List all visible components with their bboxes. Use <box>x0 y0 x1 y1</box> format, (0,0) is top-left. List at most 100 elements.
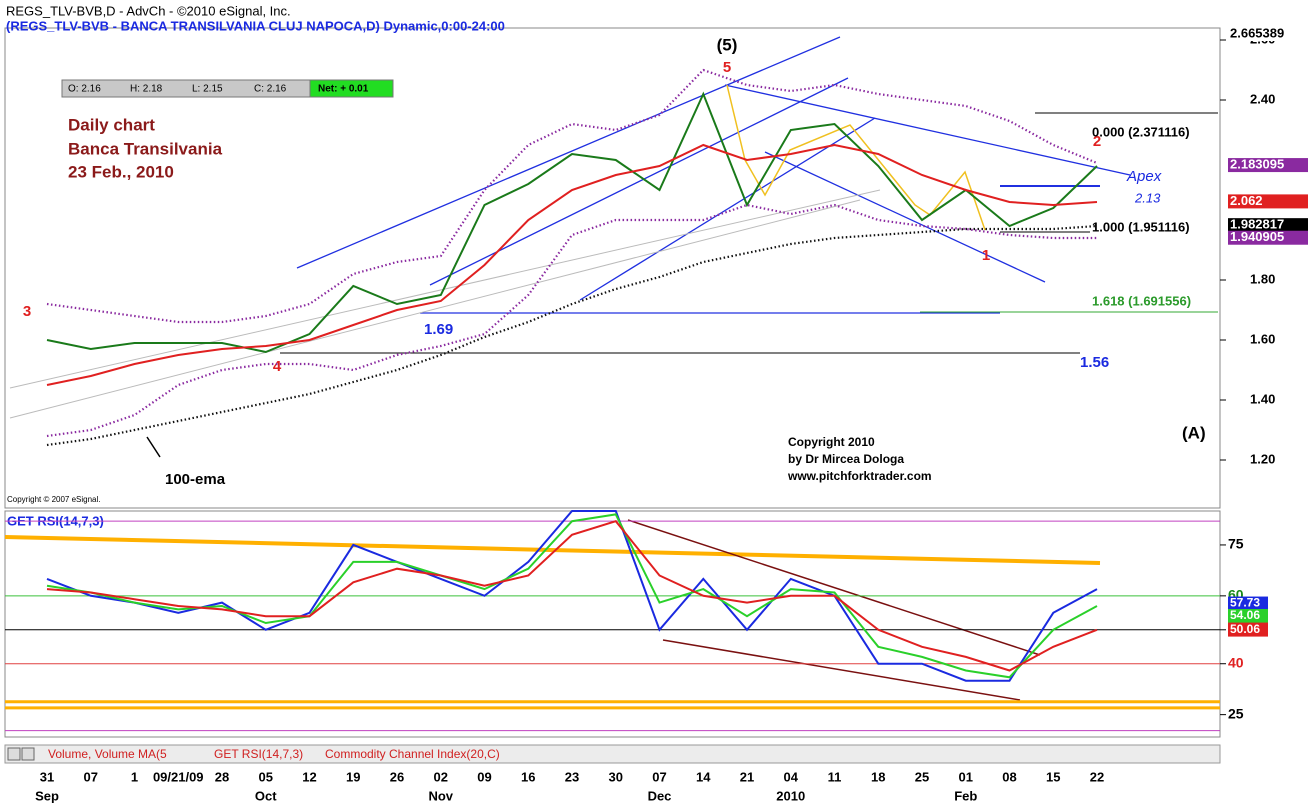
value-tag <box>1228 596 1268 611</box>
value-tag <box>1228 622 1268 637</box>
quote-low: L: 2.15 <box>192 84 223 95</box>
series-line <box>46 520 1098 672</box>
series-line <box>46 91 1098 354</box>
value-tag <box>1228 27 1308 41</box>
price-pane <box>4 27 1221 509</box>
x-tick-label: 19 <box>346 769 360 784</box>
value-tag-label: 1.982817 <box>1230 217 1284 232</box>
series-line <box>46 224 1098 447</box>
x-tick-label: 28 <box>215 769 229 784</box>
header-subtitle: (REGS_TLV-BVB - BANCA TRANSILVANIA CLUJ … <box>6 18 505 33</box>
value-tag <box>1228 218 1308 233</box>
x-tick-label: 21 <box>740 769 754 784</box>
x-tick-label: 02 <box>434 769 448 784</box>
y-tick-label: 1.80 <box>1250 271 1275 286</box>
series-line <box>46 143 1098 386</box>
tab[interactable]: Volume, Volume MA(5 <box>48 747 167 761</box>
x-tick-label: 30 <box>609 769 623 784</box>
rsi-trend <box>627 519 1041 656</box>
wave-label: (5) <box>717 35 738 54</box>
trend-line <box>9 199 861 419</box>
series-line <box>46 513 1098 679</box>
x-tick-label: 14 <box>696 769 711 784</box>
tab[interactable]: GET RSI(14,7,3) <box>214 747 303 761</box>
x-tick-label: 25 <box>915 769 929 784</box>
month-label: Feb <box>954 788 977 803</box>
wave-labels: 5 3 4 2 1 <box>23 59 1101 375</box>
y-tick-label: 75 <box>1228 536 1244 552</box>
wave-label: 3 <box>23 303 31 320</box>
x-tick-label: 16 <box>521 769 535 784</box>
net-box <box>309 79 394 98</box>
notes: Daily chart Banca Transilvania 23 Feb., … <box>68 115 223 181</box>
x-tick-label: 11 <box>828 769 842 784</box>
month-label: Nov <box>428 788 453 803</box>
x-tick-label: 05 <box>259 769 273 784</box>
value-tag <box>1228 609 1268 624</box>
x-tick-label: 09/21/09 <box>153 769 204 784</box>
x-tick-label: 31 <box>40 769 54 784</box>
apex-label: Apex <box>1126 168 1162 185</box>
x-tick-label: 23 <box>565 769 579 784</box>
x-tick-label: 12 <box>302 769 316 784</box>
x-tick-label: 07 <box>652 769 666 784</box>
tab[interactable]: Commodity Channel Index(20,C) <box>325 747 500 761</box>
note: Daily chart <box>68 115 155 134</box>
value-tag <box>1228 158 1308 173</box>
header-title: REGS_TLV-BVB,D - AdvCh - ©2010 eSignal, … <box>6 3 291 18</box>
ema-arrow <box>146 436 161 458</box>
quote-open: O: 2.16 <box>68 84 101 95</box>
channel-line <box>579 117 876 301</box>
y-tick-label: 1.60 <box>1250 331 1275 346</box>
y-tick-label: 25 <box>1228 705 1244 721</box>
x-tick-label: 01 <box>959 769 973 784</box>
wave-label: 1 <box>982 247 990 264</box>
quote-close: C: 2.16 <box>254 84 287 95</box>
channel-line <box>764 151 1046 283</box>
note: 23 Feb., 2010 <box>68 162 174 181</box>
series-line <box>46 68 1098 324</box>
fib-label: 0.000 (2.371116) <box>1092 124 1190 139</box>
y-tick-label: 40 <box>1228 654 1244 670</box>
wave-label: 5 <box>723 59 731 76</box>
x-tick-label: 18 <box>871 769 885 784</box>
scroll-left[interactable] <box>7 747 21 761</box>
y-tick-label: 2.40 <box>1250 91 1275 106</box>
month-label: 2010 <box>776 788 805 803</box>
quote-net: Net: + 0.01 <box>318 84 369 95</box>
scroll-right[interactable] <box>21 747 35 761</box>
rsi-trend <box>662 639 1021 701</box>
trend-lines <box>9 189 881 419</box>
x-tick-label: 07 <box>84 769 98 784</box>
value-tag <box>1228 194 1308 209</box>
value-tag-label: 2.183095 <box>1230 157 1284 172</box>
y-tick-label: 1.20 <box>1250 451 1275 466</box>
copyright: Copyright 2010 <box>788 435 875 449</box>
rsi-trend <box>4 535 1101 565</box>
fib-label: 1.000 (1.951116) <box>1092 219 1190 234</box>
y-tick-label: 1.40 <box>1250 391 1275 406</box>
wave-label: 2 <box>1093 133 1101 150</box>
level-label: 1.56 <box>1080 354 1109 371</box>
quote-high: H: 2.18 <box>130 84 163 95</box>
x-tick-label: 26 <box>390 769 404 784</box>
value-tag-label: 2.665389 <box>1230 25 1284 40</box>
month-label: Oct <box>255 788 277 803</box>
value-tag-label: 54.06 <box>1230 608 1260 622</box>
channel-line <box>296 36 841 269</box>
x-tick-label: 1 <box>131 769 138 784</box>
value-tag-label: 57.73 <box>1230 596 1260 610</box>
level-label: 1.69 <box>424 321 453 338</box>
value-tag <box>1228 230 1308 245</box>
wave-label: (A) <box>1182 423 1206 442</box>
x-tick-label: 04 <box>784 769 799 784</box>
series-line <box>46 510 1098 682</box>
wave-label: 4 <box>273 358 282 375</box>
value-tag-label: 2.062 <box>1230 193 1263 208</box>
x-tick-label: 15 <box>1046 769 1060 784</box>
ema-label: 100-ema <box>165 471 226 488</box>
copyright: by Dr Mircea Dologa <box>788 452 904 466</box>
channel-line <box>724 84 1131 176</box>
